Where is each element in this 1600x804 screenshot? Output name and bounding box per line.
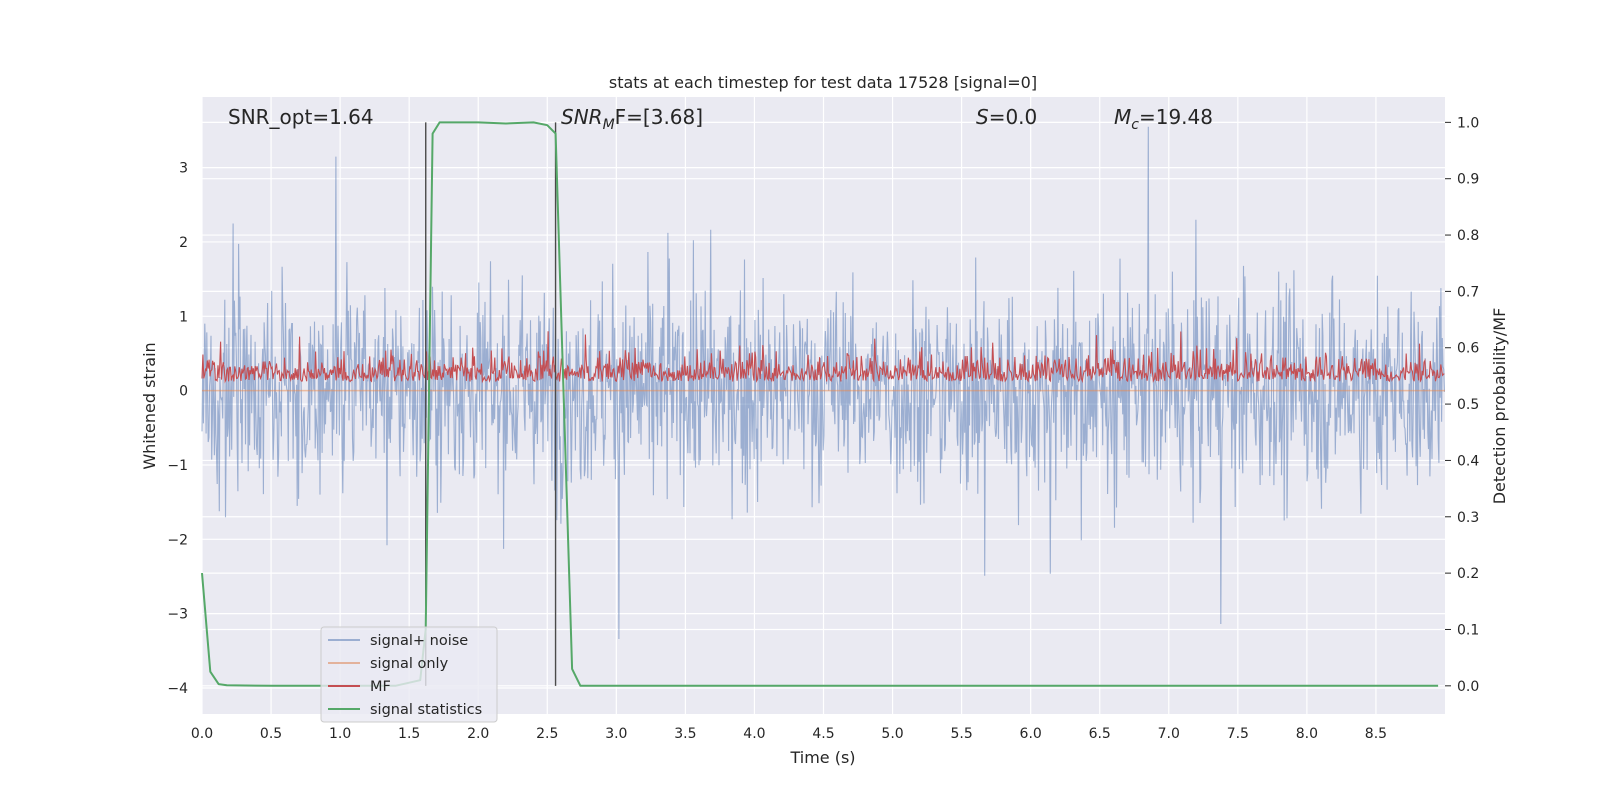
x-tick-label: 4.0 bbox=[743, 726, 765, 742]
legend-label-mf: MF bbox=[370, 679, 391, 695]
x-tick-label: 8.0 bbox=[1296, 726, 1318, 742]
y-tick-label-right: 0.8 bbox=[1457, 228, 1479, 244]
y-tick-label-left: 1 bbox=[179, 309, 188, 325]
y-tick-label-left: −2 bbox=[167, 532, 188, 548]
x-tick-label: 2.5 bbox=[536, 726, 558, 742]
x-tick-label: 6.0 bbox=[1020, 726, 1042, 742]
annotation-mc-rest: =19.48 bbox=[1139, 105, 1213, 129]
y-tick-label-right: 0.9 bbox=[1457, 172, 1479, 188]
annotation-s-var: S bbox=[976, 105, 989, 129]
y-tick-label-right: 0.0 bbox=[1457, 679, 1479, 695]
legend-box bbox=[320, 626, 498, 723]
chart-title: stats at each timestep for test data 175… bbox=[609, 73, 1037, 92]
annotation-s: S=0.0 bbox=[976, 105, 1037, 129]
x-tick-label: 7.5 bbox=[1227, 726, 1249, 742]
x-tick-label: 5.5 bbox=[950, 726, 972, 742]
annotation-snr-opt: SNR_opt=1.64 bbox=[228, 105, 374, 129]
x-tick-label: 3.0 bbox=[605, 726, 627, 742]
x-tick-label: 6.5 bbox=[1089, 726, 1111, 742]
x-tick-label: 1.0 bbox=[329, 726, 351, 742]
y-tick-label-right: 0.4 bbox=[1457, 453, 1479, 469]
annotation-snr-mf-rest: F=[3.68] bbox=[615, 105, 703, 129]
y-tick-label-left: −1 bbox=[167, 458, 188, 474]
y-tick-label-right: 0.7 bbox=[1457, 284, 1479, 300]
annotation-mc-var: M bbox=[1114, 105, 1131, 129]
y-tick-label-left: 0 bbox=[179, 384, 188, 400]
x-tick-label: 7.0 bbox=[1158, 726, 1180, 742]
annotation-snr-mf: SNRMF=[3.68] bbox=[561, 105, 703, 133]
x-tick-label: 2.0 bbox=[467, 726, 489, 742]
x-tick-label: 5.0 bbox=[881, 726, 903, 742]
y-tick-label-right: 1.0 bbox=[1457, 115, 1479, 131]
x-tick-label: 3.5 bbox=[674, 726, 696, 742]
y-tick-label-right: 0.2 bbox=[1457, 566, 1479, 582]
y-tick-label-right: 0.5 bbox=[1457, 397, 1479, 413]
y-tick-label-right: 0.1 bbox=[1457, 622, 1479, 638]
annotation-snr-mf-sub: M bbox=[603, 117, 615, 133]
x-tick-label: 4.5 bbox=[812, 726, 834, 742]
legend: signal+ noise signal only MF signal stat… bbox=[320, 626, 498, 723]
legend-label-signal-only: signal only bbox=[370, 656, 449, 672]
series-signal-statistics-line bbox=[201, 121, 1439, 687]
y-tick-label-left: 3 bbox=[179, 161, 188, 177]
series-mf-line bbox=[201, 331, 1445, 384]
x-tick-label: 1.5 bbox=[398, 726, 420, 742]
ticks: 0.0 0.5 1.0 1.5 2.0 2.5 3.0 3.5 4.0 4.5 5.0 5.5 6.0 6… bbox=[167, 115, 1479, 742]
legend-label-signal-noise: signal+ noise bbox=[370, 633, 468, 649]
y-axis-label-right: Detection probability/MF bbox=[1490, 308, 1509, 505]
annotation-mc-sub: c bbox=[1131, 117, 1139, 133]
series-signal-statistics bbox=[201, 121, 1439, 687]
series-mf bbox=[201, 331, 1445, 384]
y-tick-label-left: −3 bbox=[167, 607, 188, 623]
x-tick-label: 8.5 bbox=[1365, 726, 1387, 742]
annotation-snr-mf-main: SNR bbox=[561, 105, 603, 129]
y-tick-label-left: −4 bbox=[167, 681, 188, 697]
annotation-mc: Mc=19.48 bbox=[1114, 105, 1213, 133]
y-tick-label-right: 0.6 bbox=[1457, 341, 1479, 357]
x-tick-label: 0.5 bbox=[260, 726, 282, 742]
y-tick-label-left: 2 bbox=[179, 235, 188, 251]
y-axis-label-left: Whitened strain bbox=[140, 342, 159, 469]
x-axis-label: Time (s) bbox=[789, 748, 855, 767]
x-tick-label: 0.0 bbox=[191, 726, 213, 742]
legend-label-signal-statistics: signal statistics bbox=[370, 702, 482, 718]
y-tick-label-right: 0.3 bbox=[1457, 510, 1479, 526]
annotation-s-rest: =0.0 bbox=[989, 105, 1038, 129]
